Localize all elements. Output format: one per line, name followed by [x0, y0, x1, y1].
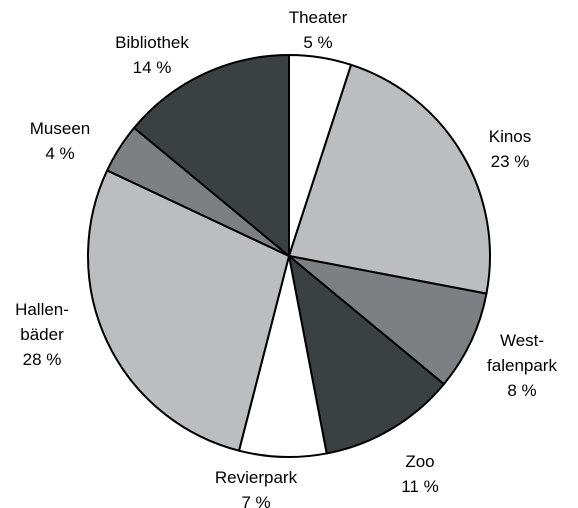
value-label: 7 %	[241, 493, 271, 508]
category-label: West- falenpark	[487, 331, 557, 375]
pie-slice	[87, 169, 290, 452]
slice-label: Museen 4 %	[0, 116, 130, 166]
value-label: 28 %	[22, 350, 62, 369]
slice-label: Hallen- bäder 28 %	[0, 297, 112, 372]
value-label: 5 %	[303, 33, 333, 52]
pie-slice	[288, 255, 488, 386]
value-label: 4 %	[45, 144, 75, 163]
category-label: Revierpark	[214, 468, 298, 487]
category-label: Zoo	[405, 452, 435, 471]
pie-slice	[288, 63, 491, 295]
pie-slice	[133, 54, 290, 257]
slice-label: Kinos 23 %	[440, 124, 578, 174]
slice-label: Theater 5 %	[248, 5, 388, 55]
category-label: Bibliothek	[115, 33, 189, 52]
slice-label: Revierpark 7 %	[186, 465, 326, 508]
pie-slice	[288, 255, 445, 455]
category-label: Museen	[29, 119, 91, 138]
value-label: 14 %	[132, 58, 172, 77]
category-label: Theater	[288, 8, 348, 27]
slice-label: West- falenpark 8 %	[452, 328, 578, 403]
value-label: 11 %	[401, 477, 439, 496]
value-label: 8 %	[507, 381, 537, 400]
category-label: Hallen- bäder	[15, 300, 69, 344]
slice-label: Zoo 11 %	[350, 449, 490, 499]
value-label: 23 %	[490, 152, 530, 171]
slice-label: Bibliothek 14 %	[82, 30, 222, 80]
category-label: Kinos	[488, 127, 532, 146]
